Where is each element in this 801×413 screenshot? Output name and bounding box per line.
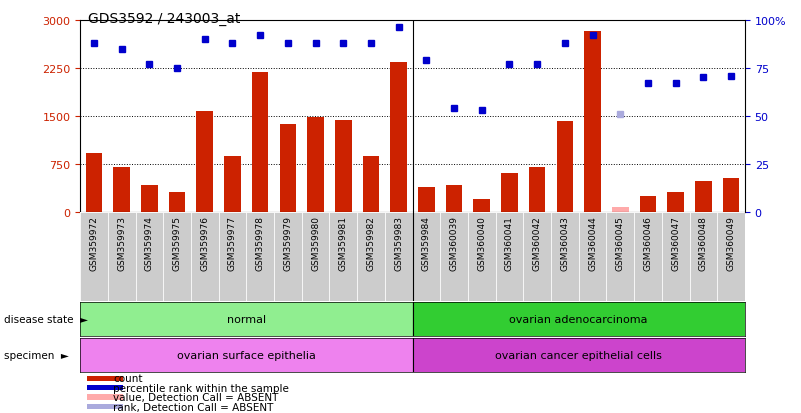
Text: GSM360040: GSM360040: [477, 215, 486, 270]
FancyBboxPatch shape: [274, 213, 302, 301]
Text: GSM359979: GSM359979: [284, 215, 292, 270]
FancyBboxPatch shape: [108, 213, 135, 301]
FancyBboxPatch shape: [80, 213, 108, 301]
FancyBboxPatch shape: [468, 213, 496, 301]
FancyBboxPatch shape: [523, 213, 551, 301]
Bar: [612, 208, 629, 213]
Bar: [529, 168, 545, 213]
Bar: [413, 303, 745, 337]
Text: GSM360045: GSM360045: [616, 215, 625, 270]
Text: GSM360047: GSM360047: [671, 215, 680, 270]
Text: GSM359983: GSM359983: [394, 215, 403, 270]
Bar: [695, 181, 711, 213]
Bar: [501, 173, 517, 213]
FancyBboxPatch shape: [163, 213, 191, 301]
FancyBboxPatch shape: [329, 213, 357, 301]
Bar: [335, 121, 352, 213]
Bar: [224, 157, 241, 213]
FancyBboxPatch shape: [135, 213, 163, 301]
Text: GSM359984: GSM359984: [422, 215, 431, 270]
Text: GSM359977: GSM359977: [228, 215, 237, 270]
FancyBboxPatch shape: [551, 213, 579, 301]
Text: GSM360046: GSM360046: [643, 215, 653, 270]
Text: normal: normal: [227, 315, 266, 325]
Text: GSM360049: GSM360049: [727, 215, 735, 270]
Bar: [418, 188, 435, 213]
Bar: [80, 303, 413, 337]
FancyBboxPatch shape: [634, 213, 662, 301]
Text: disease state  ►: disease state ►: [4, 315, 88, 325]
Bar: [280, 124, 296, 213]
FancyBboxPatch shape: [219, 213, 247, 301]
Text: GSM360041: GSM360041: [505, 215, 514, 270]
Bar: [640, 196, 656, 213]
Bar: [169, 193, 185, 213]
Bar: [80, 338, 413, 372]
Bar: [584, 32, 601, 213]
FancyBboxPatch shape: [191, 213, 219, 301]
Text: ovarian surface epithelia: ovarian surface epithelia: [177, 350, 316, 360]
Bar: [87, 394, 123, 400]
Bar: [557, 122, 574, 213]
Text: GSM359978: GSM359978: [256, 215, 264, 270]
FancyBboxPatch shape: [662, 213, 690, 301]
Bar: [308, 118, 324, 213]
Text: percentile rank within the sample: percentile rank within the sample: [114, 383, 289, 393]
Text: GSM359975: GSM359975: [172, 215, 182, 270]
Text: rank, Detection Call = ABSENT: rank, Detection Call = ABSENT: [114, 402, 274, 412]
Text: ovarian adenocarcinoma: ovarian adenocarcinoma: [509, 315, 648, 325]
Text: GSM360043: GSM360043: [561, 215, 570, 270]
Text: GSM360042: GSM360042: [533, 215, 541, 270]
Bar: [667, 193, 684, 213]
Text: specimen  ►: specimen ►: [4, 350, 69, 360]
Text: GSM359972: GSM359972: [90, 215, 99, 270]
Text: GSM359981: GSM359981: [339, 215, 348, 270]
Text: GSM360048: GSM360048: [699, 215, 708, 270]
Text: value, Detection Call = ABSENT: value, Detection Call = ABSENT: [114, 392, 279, 402]
Bar: [196, 112, 213, 213]
FancyBboxPatch shape: [384, 213, 413, 301]
Bar: [390, 63, 407, 213]
Bar: [141, 185, 158, 213]
Text: ovarian cancer epithelial cells: ovarian cancer epithelial cells: [495, 350, 662, 360]
Bar: [413, 338, 745, 372]
Bar: [473, 200, 490, 213]
FancyBboxPatch shape: [357, 213, 384, 301]
Bar: [445, 185, 462, 213]
Text: GSM359974: GSM359974: [145, 215, 154, 270]
Text: GSM359980: GSM359980: [311, 215, 320, 270]
Bar: [87, 404, 123, 409]
Text: GSM359973: GSM359973: [117, 215, 126, 270]
FancyBboxPatch shape: [247, 213, 274, 301]
Bar: [87, 376, 123, 381]
Text: GDS3592 / 243003_at: GDS3592 / 243003_at: [88, 12, 240, 26]
Bar: [363, 157, 380, 213]
Text: GSM360039: GSM360039: [449, 215, 458, 270]
FancyBboxPatch shape: [441, 213, 468, 301]
Bar: [723, 179, 739, 213]
FancyBboxPatch shape: [413, 213, 441, 301]
Bar: [87, 385, 123, 390]
FancyBboxPatch shape: [496, 213, 523, 301]
FancyBboxPatch shape: [717, 213, 745, 301]
Bar: [86, 154, 103, 213]
FancyBboxPatch shape: [690, 213, 717, 301]
Bar: [252, 73, 268, 213]
Text: GSM359976: GSM359976: [200, 215, 209, 270]
FancyBboxPatch shape: [606, 213, 634, 301]
Bar: [114, 168, 130, 213]
Text: count: count: [114, 373, 143, 383]
FancyBboxPatch shape: [302, 213, 329, 301]
Text: GSM359982: GSM359982: [367, 215, 376, 270]
Text: GSM360044: GSM360044: [588, 215, 597, 270]
FancyBboxPatch shape: [579, 213, 606, 301]
